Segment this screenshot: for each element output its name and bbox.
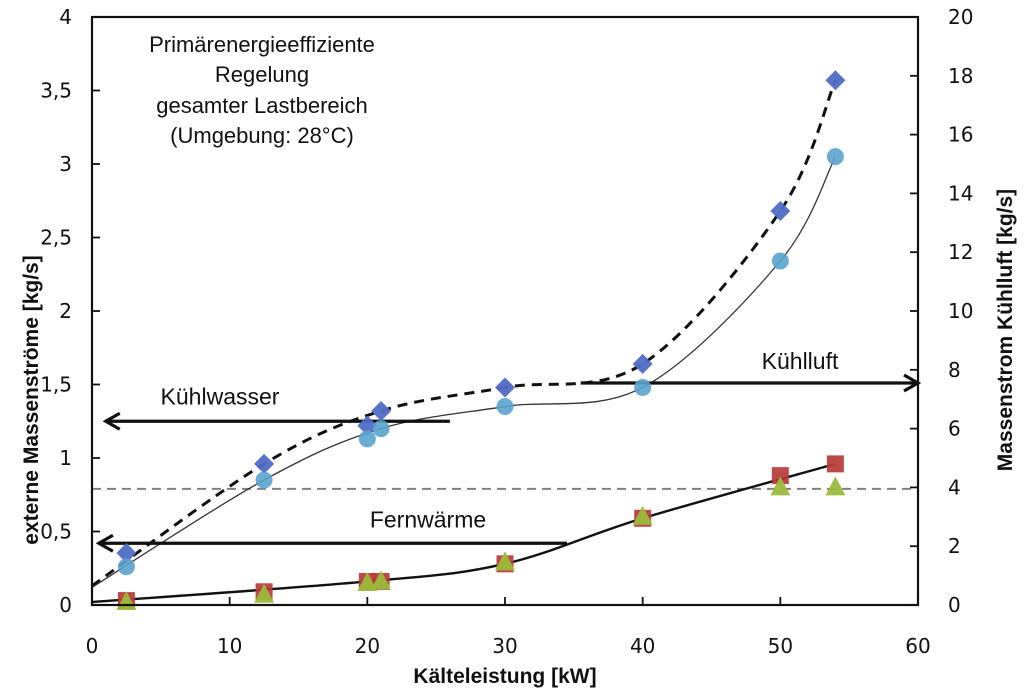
y-left-axis-title: externe Massenströme [kg/s]	[20, 255, 43, 544]
data-point-triangle	[770, 476, 791, 496]
arrow-label: Kühlwasser	[161, 383, 280, 409]
x-tick-label: 0	[86, 634, 99, 658]
data-point-diamond	[632, 353, 653, 374]
annotation-line: gesamter Lastbereich	[156, 93, 368, 118]
data-point-circle	[255, 471, 273, 489]
annotation-line: Primärenergieeffiziente	[149, 32, 375, 57]
data-point-diamond	[371, 400, 392, 421]
y-right-tick-label: 20	[948, 5, 973, 29]
x-tick-label: 20	[355, 634, 380, 658]
y-left-tick-label: 1	[59, 446, 72, 470]
y-right-tick-label: 0	[948, 593, 961, 617]
y-right-tick-label: 4	[948, 475, 961, 499]
y-right-tick-label: 10	[948, 299, 973, 323]
y-left-tick-label: 4	[59, 5, 72, 29]
y-left-tick-label: 1,5	[40, 373, 72, 397]
data-point-triangle	[357, 571, 378, 591]
data-point-circle	[372, 420, 390, 438]
y-right-tick-label: 18	[948, 64, 973, 88]
markers	[116, 70, 846, 611]
arrow-head-icon	[95, 533, 114, 553]
data-point-circle	[117, 558, 135, 576]
data-point-triangle	[371, 570, 392, 590]
x-tick-label: 30	[492, 634, 517, 658]
x-tick-label: 40	[630, 634, 655, 658]
data-point-diamond	[770, 201, 791, 222]
y-right-tick-label: 2	[948, 534, 961, 558]
data-point-diamond	[116, 542, 137, 563]
y-left-tick-label: 3,5	[40, 79, 72, 103]
x-tick-label: 10	[217, 634, 242, 658]
y-left-tick-label: 2	[59, 299, 72, 323]
arrows: Kühlwasser Fernwärme Kühlluft	[95, 348, 922, 553]
annotation-line: (Umgebung: 28°C)	[170, 123, 354, 148]
data-point-circle	[358, 430, 376, 448]
data-point-triangle	[495, 551, 515, 571]
y-right-tick-label: 14	[948, 181, 973, 205]
x-axis-title: Kälteleistung [kW]	[413, 665, 596, 688]
data-point-circle	[634, 378, 652, 396]
data-point-triangle	[254, 583, 275, 603]
data-point-diamond	[495, 377, 515, 398]
data-point-diamond	[254, 453, 275, 474]
y-right-axis-title: Massenstrom Kühlluft [kg/s]	[994, 189, 1017, 471]
data-point-triangle	[825, 476, 846, 496]
y-right-tick-label: 12	[948, 240, 973, 264]
y-right-axis-ticks: 0 2 4 6 8 10 12 14 16 18 20	[910, 5, 973, 617]
y-right-tick-label: 6	[948, 417, 961, 441]
y-left-tick-label: 2,5	[40, 226, 72, 250]
data-point-circle	[771, 252, 789, 270]
y-right-tick-label: 8	[948, 358, 961, 382]
data-point-diamond	[825, 70, 846, 91]
y-left-tick-label: 0,5	[40, 520, 72, 544]
data-point-circle	[496, 398, 514, 416]
data-point-diamond	[357, 415, 378, 436]
annotation-text: Primärenergieeffiziente Regelung gesamte…	[149, 32, 375, 148]
x-tick-label: 60	[905, 634, 930, 658]
data-point-triangle	[632, 505, 653, 525]
arrow-head-icon	[102, 411, 121, 431]
x-tick-label: 50	[768, 634, 793, 658]
data-point-square	[771, 467, 789, 485]
annotation-line: Regelung	[215, 62, 309, 87]
data-point-circle	[826, 148, 844, 166]
y-right-tick-label: 16	[948, 123, 973, 147]
arrow-label: Kühlluft	[762, 348, 839, 374]
trendline-square	[91, 462, 836, 604]
data-point-square	[826, 455, 844, 473]
x-axis-ticks: 0 10 20 30 40 50 60	[86, 597, 931, 658]
y-left-tick-label: 3	[59, 152, 72, 176]
y-left-tick-label: 0	[59, 593, 72, 617]
y-left-axis-ticks: 0 0,5 1 1,5 2 2,5 3 3,5 4	[40, 5, 100, 617]
arrow-label: Fernwärme	[370, 506, 486, 532]
